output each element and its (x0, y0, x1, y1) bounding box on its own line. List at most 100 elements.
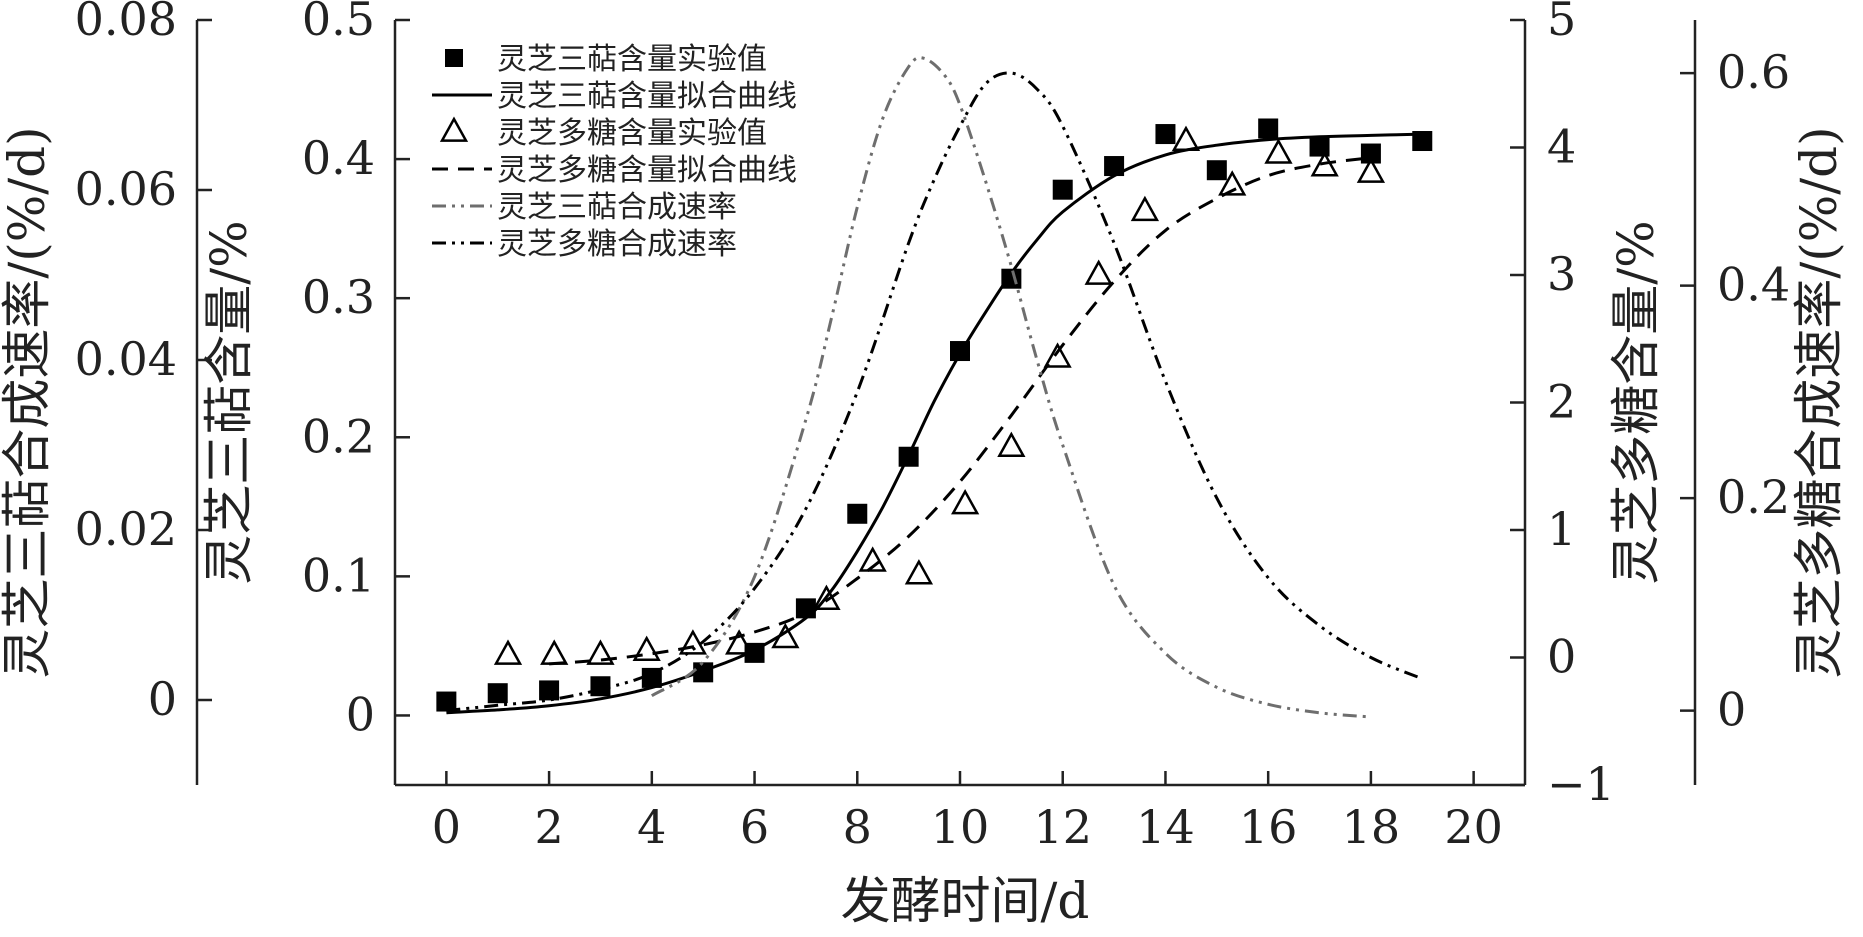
x-tick-label: 14 (1136, 800, 1195, 854)
data-point (1309, 136, 1330, 157)
data-point (1130, 195, 1160, 222)
y-axis-right-inner: −1 0 1 2 3 4 5 灵芝多糖含量/% (1510, 0, 1665, 811)
data-point (1412, 131, 1433, 152)
data-point (493, 639, 523, 665)
y-tick-label: 0 (1717, 683, 1746, 737)
y-tick-label: 0.02 (75, 502, 177, 556)
x-tick-label: 16 (1239, 800, 1298, 854)
legend-label: 灵芝多糖含量拟合曲线 (497, 153, 797, 188)
y-axis-title: 灵芝三萜含量/% (200, 220, 258, 584)
data-point (1310, 151, 1339, 177)
data-point (1043, 342, 1072, 368)
y-tick-label: 0 (1547, 630, 1576, 684)
y-axis-title: 灵芝三萜合成速率/(%/d) (0, 126, 56, 678)
y-axis-title: 灵芝多糖合成速率/(%/d) (1790, 126, 1848, 678)
y-tick-label: 0.04 (75, 332, 177, 386)
data-point (847, 503, 868, 524)
data-point (1218, 170, 1247, 196)
series-3 (493, 125, 1386, 665)
y-tick-label: 5 (1547, 0, 1576, 46)
legend-entry: 灵芝多糖含量拟合曲线 (432, 153, 797, 188)
data-point (1356, 157, 1386, 183)
legend-entry: 灵芝多糖合成速率 (432, 227, 737, 262)
data-point (1155, 124, 1176, 145)
legend-entry: 灵芝三萜含量实验值 (445, 42, 767, 77)
data-point (858, 546, 887, 572)
data-point (1104, 156, 1125, 177)
data-point (641, 667, 662, 688)
series-4 (548, 156, 1372, 666)
series-1 (436, 118, 1433, 712)
legend-label: 灵芝多糖合成速率 (497, 227, 737, 262)
x-tick-label: 0 (432, 800, 461, 854)
data-point (436, 691, 457, 712)
legend-label: 灵芝三萜含量实验值 (497, 42, 767, 77)
x-tick-label: 10 (931, 800, 990, 854)
x-tick-label: 20 (1444, 800, 1503, 854)
data-point (1052, 179, 1073, 200)
data-point (997, 431, 1026, 458)
series-2 (446, 132, 1423, 715)
data-point (1360, 143, 1381, 164)
data-point (725, 629, 754, 655)
data-point (1084, 259, 1113, 285)
y-tick-label: 4 (1547, 120, 1576, 174)
series-5 (650, 56, 1372, 719)
y-axis-title: 灵芝多糖含量/% (1607, 220, 1665, 584)
legend: 灵芝三萜含量实验值灵芝三萜含量拟合曲线灵芝多糖含量实验值灵芝多糖含量拟合曲线灵芝… (432, 42, 797, 262)
y-tick-label: 0.1 (302, 548, 375, 602)
x-tick-label: 12 (1033, 800, 1092, 854)
y-tick-label: 1 (1547, 502, 1576, 556)
legend-swatch (439, 116, 469, 142)
legend-entry: 灵芝三萜含量拟合曲线 (432, 79, 797, 114)
data-point (487, 683, 508, 704)
y-tick-label: 0.5 (302, 0, 375, 46)
data-point (540, 639, 569, 665)
y-tick-label: 0.06 (75, 162, 177, 216)
series-layer (436, 56, 1433, 719)
legend-swatch (445, 49, 463, 67)
series-line (446, 132, 1423, 715)
y-tick-label: 0 (148, 672, 177, 726)
data-point (1258, 118, 1279, 139)
y-tick-label: 2 (1547, 375, 1576, 429)
y-tick-label: 0.3 (302, 270, 375, 324)
axes-layer: 0 2 4 6 8 10 12 14 16 18 2000.020.040.060.08灵芝三萜合成… (0, 0, 1848, 854)
legend-label: 灵芝三萜合成速率 (497, 190, 737, 225)
series-line (650, 56, 1372, 719)
data-point (678, 629, 708, 655)
series-line (548, 156, 1372, 666)
data-point (632, 635, 661, 662)
data-point (539, 680, 560, 701)
data-point (951, 488, 980, 515)
x-tick-label: 4 (637, 800, 666, 854)
data-point (904, 559, 934, 585)
x-tick-label: 2 (534, 800, 563, 854)
data-point (1206, 160, 1227, 181)
series-line (446, 71, 1423, 713)
data-point (1264, 138, 1293, 164)
y-tick-label: 0.4 (1717, 258, 1790, 312)
data-point (1171, 125, 1201, 152)
series-6 (446, 71, 1423, 713)
legend-entry: 灵芝三萜合成速率 (432, 190, 737, 225)
y-tick-label: 0.2 (302, 409, 375, 463)
data-point (590, 676, 611, 697)
y-tick-label: 0.4 (302, 131, 375, 185)
y-tick-label: −1 (1547, 757, 1615, 811)
data-point (586, 639, 615, 665)
x-axis-title: 发酵时间/d (841, 872, 1090, 930)
x-tick-label: 8 (843, 800, 872, 854)
y-tick-label: 3 (1547, 247, 1576, 301)
y-axis-left-inner: 0 0.1 0.2 0.3 0.4 0.5 灵芝三萜含量/% (200, 0, 410, 741)
x-tick-label: 6 (740, 800, 769, 854)
legend-label: 灵芝多糖含量实验值 (497, 116, 767, 151)
y-tick-label: 0.08 (75, 0, 177, 46)
legend-entry: 灵芝多糖含量实验值 (439, 116, 767, 151)
legend-label: 灵芝三萜含量拟合曲线 (497, 79, 797, 114)
y-tick-label: 0.2 (1717, 470, 1790, 524)
y-tick-label: 0.6 (1717, 45, 1790, 99)
data-point (771, 622, 800, 649)
